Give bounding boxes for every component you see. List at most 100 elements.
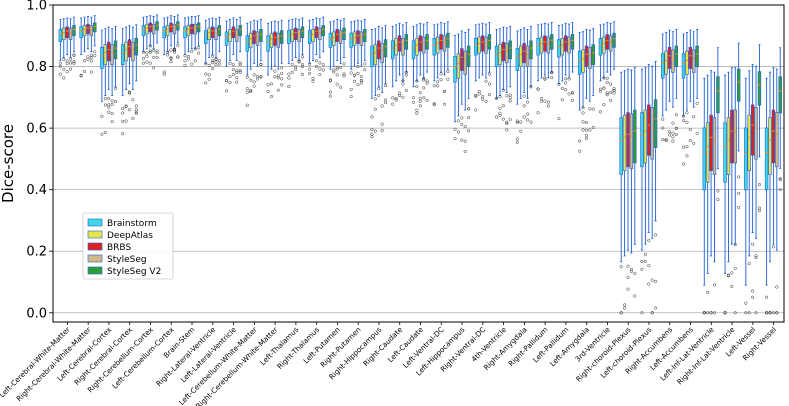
outlier-point [418,104,422,108]
box-brbs [293,27,298,40]
box-brbs [501,41,506,62]
outlier-point [318,67,322,71]
outlier-point [224,89,229,93]
outlier-point [754,256,758,260]
category-group [100,25,118,136]
category-group [120,24,139,136]
outlier-point [172,48,176,52]
outlier-point [733,266,737,270]
box-deepatlas [124,41,128,62]
box-styleseg-v2 [529,40,533,60]
category-group [515,25,533,144]
outlier-point [235,80,239,84]
category-group [577,28,595,153]
outlier-point [667,133,672,137]
outlier-point [550,75,554,80]
outlier-point [127,91,132,95]
outlier-point [58,64,62,68]
y-tick-label: 0.8 [26,60,47,75]
outlier-point [484,99,488,104]
outlier-point [266,89,270,93]
outlier-point [674,126,678,130]
box-brainstorm [744,127,748,191]
box-brbs [543,35,547,52]
outlier-point [716,189,720,193]
outlier-point [69,61,73,65]
box-brainstorm [391,40,395,60]
outlier-point [134,110,138,114]
outlier-point [252,80,256,84]
outlier-point [508,93,512,97]
outlier-point [584,136,589,140]
outlier-point [418,91,422,95]
category-group [494,25,512,132]
outlier-point [425,79,429,83]
outlier-point [228,75,232,79]
outlier-point [688,138,692,143]
box-styleseg-v2 [155,21,159,31]
y-axis-label: Dice-score [0,124,17,203]
box-styleseg [131,41,135,62]
box-brbs [418,35,422,52]
outlier-point [110,99,114,103]
outlier-point [733,311,737,315]
outlier-point [197,51,201,55]
outlier-point [238,70,242,74]
outlier-point [359,81,363,85]
outlier-point [602,86,606,90]
category-group [432,21,450,107]
outlier-point [626,275,630,279]
box-styleseg-v2 [279,30,284,44]
outlier-point [515,140,519,144]
outlier-point [415,108,419,112]
outlier-point [349,87,353,91]
legend-swatch [87,218,103,227]
outlier-point [377,86,381,91]
outlier-point [238,63,242,67]
outlier-point [290,70,294,74]
outlier-point [276,88,280,92]
outlier-point [567,77,571,81]
outlier-point [432,103,436,107]
outlier-point [771,245,775,249]
outlier-point [328,78,332,82]
outlier-point [411,100,416,104]
outlier-point [570,91,575,95]
box-styleseg [775,112,779,168]
outlier-point [148,50,152,54]
box-deepatlas [165,25,170,37]
box-brbs [750,104,755,156]
outlier-point [266,83,270,87]
outlier-point [134,104,138,108]
outlier-point [176,43,180,47]
outlier-point [751,289,755,293]
outlier-point [581,106,585,110]
outlier-point [82,69,87,73]
outlier-point [751,295,755,299]
category-group [391,22,409,106]
outlier-point [526,100,530,104]
box-styleseg-v2 [363,29,367,42]
outlier-point [127,90,132,94]
legend-label: Brainstorm [107,219,157,229]
outlier-point [522,94,526,98]
outlier-point [121,106,125,111]
outlier-point [467,107,471,111]
outlier-point [145,51,149,55]
outlier-point [224,79,229,83]
outlier-point [456,130,460,134]
category-group [307,16,325,83]
outlier-point [681,114,686,118]
outlier-point [730,284,734,288]
box-brbs [65,26,69,39]
outlier-point [113,86,118,90]
outlier-point [211,54,215,58]
outlier-point [238,69,242,73]
outlier-point [463,139,467,143]
outlier-point [463,125,467,129]
box-deepatlas [62,27,66,40]
box-deepatlas [103,44,108,66]
outlier-point [564,77,568,81]
outlier-point [560,98,564,102]
